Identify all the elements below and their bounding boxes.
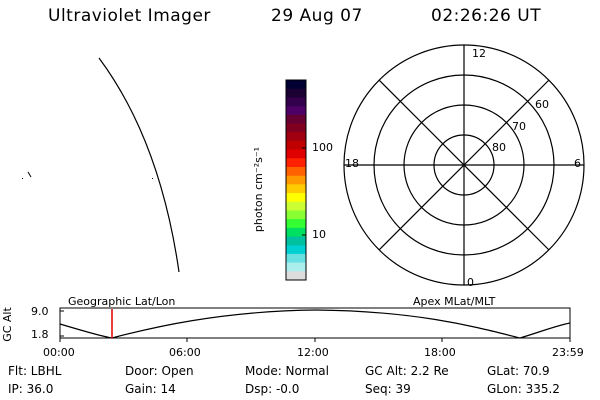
timeline-xtick-label: 23:59: [552, 346, 584, 359]
colorbar-cell: [286, 227, 306, 238]
colorbar-cell: [286, 210, 306, 220]
door-info: Door: Open: [125, 364, 194, 378]
colorbar-cell: [286, 271, 306, 281]
colorbar-cell: [286, 140, 306, 151]
polar-label-0: 0: [467, 276, 474, 289]
colorbar-cell: [286, 201, 306, 211]
timeline-frame: [59, 307, 571, 339]
colorbar-cell: [286, 184, 306, 194]
gain-info: Gain: 14: [125, 382, 176, 396]
timeline-xtick-label: 06:00: [169, 346, 201, 359]
polar-diagonal: [378, 79, 550, 251]
glon-info: GLon: 335.2: [487, 382, 560, 396]
date-label: 29 Aug 07: [271, 6, 363, 26]
gc-alt-info: GC Alt: 2.2 Re: [365, 364, 449, 378]
colorbar-cell: [286, 158, 306, 168]
polar-plot: [343, 44, 585, 286]
colorbar-label-10: 10: [312, 228, 326, 241]
colorbar-cell: [286, 193, 306, 203]
colorbar-cell: [286, 132, 306, 142]
timeline-xticks: [59, 338, 571, 342]
polar-label-6: 6: [574, 157, 581, 170]
polar-ring-label-60: 60: [535, 98, 549, 111]
colorbar-cell: [286, 245, 306, 255]
polar-ring-label-70: 70: [512, 120, 526, 133]
colorbar-cell: [286, 80, 306, 90]
altitude-curve: [59, 309, 571, 339]
colorbar-cell: [286, 219, 306, 229]
limb-tick: [27, 171, 32, 178]
mode-info: Mode: Normal: [245, 364, 329, 378]
colorbar-cell: [286, 253, 306, 264]
timeline-left-label: Geographic Lat/Lon: [68, 295, 176, 308]
limb-dot: [22, 178, 23, 179]
glat-info: GLat: 70.9: [487, 364, 550, 378]
colorbar-cell: [286, 123, 306, 133]
timeline-yvalue-top: 9.0: [31, 305, 49, 318]
seq-info: Seq: 39: [365, 382, 411, 396]
time-label: 02:26:26 UT: [431, 6, 542, 26]
colorbar-cell: [286, 97, 306, 107]
colorbar-cell: [286, 166, 306, 177]
filter-info: Flt: LBHL: [8, 364, 62, 378]
colorbar-cell: [286, 175, 306, 185]
app-title: Ultraviolet Imager: [48, 6, 211, 26]
colorbar-cell: [286, 88, 306, 98]
polar-ring-label-80: 80: [492, 141, 506, 154]
timeline-yaxis-label: GC Alt: [0, 307, 14, 342]
colorbar-frame: [285, 79, 307, 281]
colorbar-label-100: 100: [312, 141, 333, 154]
dsp-info: Dsp: -0.0: [245, 382, 300, 396]
timeline-right-label: Apex MLat/MLT: [413, 295, 496, 308]
timeline-xtick-label: 18:00: [424, 346, 456, 359]
colorbar-cell: [286, 106, 306, 116]
ip-info: IP: 36.0: [8, 382, 54, 396]
timeline-xtick-label: 00:00: [43, 346, 75, 359]
colorbar-cell: [286, 149, 306, 159]
polar-label-18: 18: [345, 157, 359, 170]
colorbar-cell: [286, 236, 306, 246]
timeline-yvalue-bottom: 1.8: [31, 328, 49, 341]
colorbar: [286, 80, 306, 281]
colorbar-cell: [286, 114, 306, 124]
timeline-xtick-label: 12:00: [297, 346, 329, 359]
limb-dot: [152, 178, 153, 179]
colorbar-cell: [286, 262, 306, 272]
earth-limb-arc: [98, 57, 180, 273]
colorbar-unit-label: photon cm⁻²s⁻¹: [252, 146, 266, 233]
polar-label-12: 12: [472, 47, 486, 60]
